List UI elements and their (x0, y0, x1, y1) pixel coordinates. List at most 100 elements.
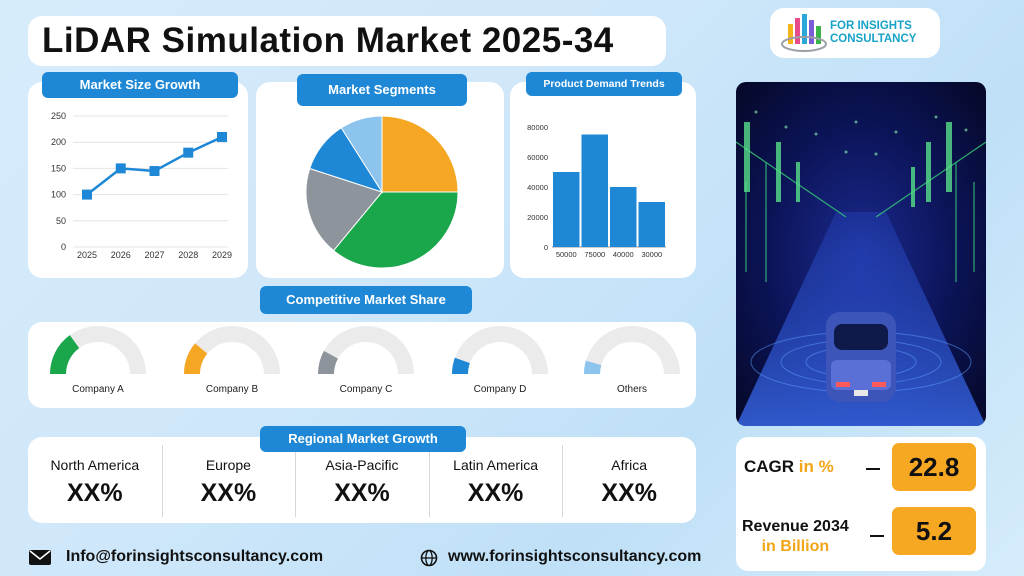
x-tick-label: 75000 (584, 250, 605, 259)
region-cell: Africa XX% (562, 437, 696, 523)
region-divider (295, 445, 297, 517)
page-title: LiDAR Simulation Market 2025-34 (42, 21, 614, 60)
region-value: XX% (601, 479, 657, 507)
y-tick-label: 0 (61, 242, 66, 252)
gauge-label: Company D (473, 384, 527, 395)
gauge-track (452, 326, 548, 375)
y-tick-label: 80000 (527, 123, 548, 132)
revenue-label: Revenue 2034 in Billion (742, 517, 849, 557)
x-tick-label: 50000 (556, 250, 577, 259)
logo-text: FOR INSIGHTS CONSULTANCY (830, 20, 940, 46)
lidar-scene-graphic (736, 110, 986, 426)
region-name: Europe (205, 457, 251, 473)
region-divider (428, 445, 430, 517)
pie-slice (381, 115, 459, 193)
revenue-unit: in Billion (761, 538, 830, 555)
market-segments-pie-chart (305, 115, 459, 269)
y-tick-label: 60000 (527, 153, 548, 162)
region-name: North America (50, 457, 140, 473)
bar (610, 187, 637, 247)
gauge-label: Company B (205, 384, 259, 395)
gauge-track (318, 326, 414, 375)
data-point (149, 166, 160, 177)
y-tick-label: 0 (544, 243, 548, 252)
y-tick-label: 20000 (527, 213, 548, 222)
demand-bar-chart: 80000 60000 40000 20000 0 50000 75000 40000 3000… (527, 123, 666, 259)
region-name: Africa (611, 457, 648, 473)
company-logo: FOR INSIGHTS CONSULTANCY (770, 8, 940, 58)
cagr-label-text: CAGR (744, 457, 795, 476)
region-value: XX% (200, 479, 257, 507)
gauge-label: Company A (72, 384, 124, 395)
region-value: XX% (334, 479, 390, 507)
region-value: XX% (67, 479, 123, 507)
x-tick-label: 30000 (641, 250, 662, 259)
data-point (217, 131, 227, 142)
x-tick-label: 2025 (77, 250, 97, 260)
market-size-line-chart: 250 200 150 100 50 0 2025 2026 2027 2028 2029 (51, 111, 232, 260)
gauge-track (584, 326, 680, 375)
footer-website[interactable]: www.forinsightsconsultancy.com (448, 548, 702, 565)
logo-line-2: CONSULTANCY (830, 33, 917, 45)
logo-bars-icon (781, 14, 827, 52)
logo-line-1: FOR INSIGHTS (830, 20, 912, 32)
market-segments-title: Market Segments (297, 74, 467, 106)
pie-slice (340, 115, 383, 194)
email-icon (29, 550, 51, 565)
data-point (115, 163, 126, 174)
gauge-fill (50, 335, 80, 375)
gauge-fill (318, 350, 339, 375)
region-cell: Europe XX% (162, 437, 296, 523)
cagr-label: CAGR in % (744, 457, 834, 477)
demand-title: Product Demand Trends (526, 72, 682, 96)
y-tick-label: 250 (51, 111, 66, 121)
title-card: LiDAR Simulation Market 2025-34 (28, 16, 666, 66)
revenue-dash (870, 535, 884, 537)
y-tick-label: 100 (51, 190, 66, 200)
data-point (183, 147, 194, 158)
region-divider (562, 445, 564, 517)
region-name: Latin America (453, 457, 538, 473)
cagr-value: 22.8 (892, 443, 976, 491)
pie-slice (305, 167, 383, 252)
series-line (86, 135, 223, 196)
pie-slice (332, 191, 459, 269)
region-divider (161, 445, 163, 517)
globe-icon (420, 549, 438, 567)
regional-title: Regional Market Growth (260, 426, 466, 452)
cagr-unit: in % (798, 457, 834, 476)
gauge-fill (584, 360, 602, 375)
gauge-label: Company C (339, 384, 393, 395)
y-tick-label: 50 (56, 216, 66, 226)
y-tick-label: 150 (51, 163, 66, 173)
y-tick-label: 40000 (527, 183, 548, 192)
market-size-title: Market Size Growth (42, 72, 238, 98)
bar (638, 202, 665, 247)
region-cell: North America XX% (28, 437, 162, 523)
y-tick-label: 200 (51, 137, 66, 147)
x-tick-label: 2028 (178, 250, 198, 260)
gauge (50, 326, 146, 375)
gauge (184, 326, 280, 375)
bar (553, 172, 580, 247)
x-tick-label: 2027 (144, 250, 164, 260)
bar (581, 134, 608, 247)
x-tick-label: 2026 (111, 250, 131, 260)
revenue-label-text: Revenue 2034 (742, 518, 849, 535)
gauge (452, 326, 548, 375)
stats-card: CAGR in % 22.8 Revenue 2034 in Billion 5… (736, 437, 986, 571)
region-cell: Latin America XX% (429, 437, 563, 523)
gauge-fill (184, 343, 208, 375)
footer-email[interactable]: Info@forinsightsconsultancy.com (66, 548, 324, 565)
market-size-card (28, 82, 248, 278)
region-name: Asia-Pacific (325, 457, 399, 473)
data-point (82, 189, 92, 200)
cagr-dash (866, 468, 880, 470)
lidar-car-image (736, 82, 986, 426)
revenue-value: 5.2 (892, 507, 976, 555)
gauge-fill (452, 357, 470, 375)
gauge (584, 326, 680, 375)
gauge-label: Others (616, 384, 647, 395)
gauge (318, 326, 414, 375)
x-tick-label: 2029 (212, 250, 232, 260)
